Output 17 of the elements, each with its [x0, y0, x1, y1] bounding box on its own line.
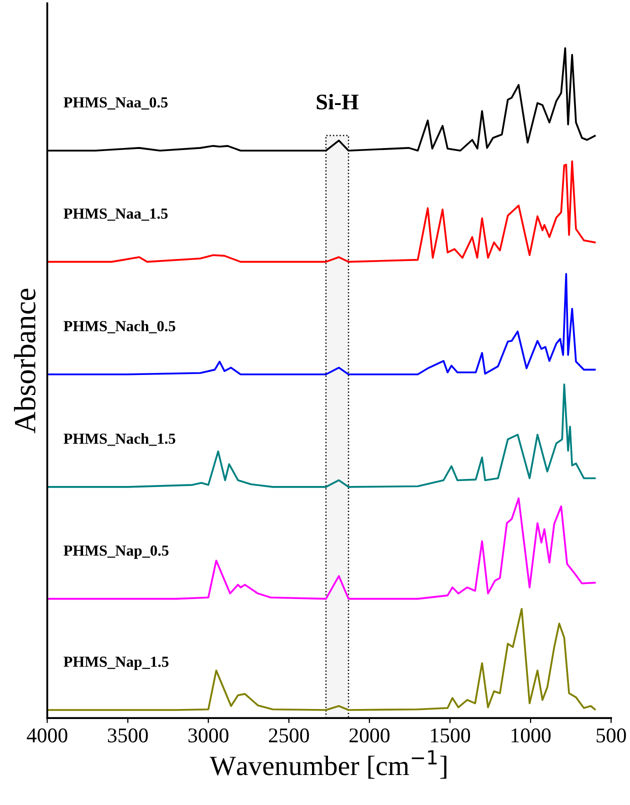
x-tick-label: 2500	[268, 728, 309, 742]
x-tick-label: 1500	[431, 728, 470, 742]
band-label: Si-H	[316, 94, 358, 110]
x-tick-label: 500	[596, 728, 626, 742]
x-tick-label: 3500	[108, 728, 148, 742]
text: PHMS_Nach_1.5	[64, 433, 176, 446]
x-tick-label: 4000	[26, 728, 68, 742]
text: PHMS_Nap_1.5	[64, 656, 168, 670]
x-axis-title: Wavenumber [cm$^{−1}$]	[210, 750, 446, 779]
x-tick-label: 2000	[350, 728, 390, 742]
text: PHMS_Naa_1.5	[64, 208, 168, 221]
y-axis-title: Absorbance	[14, 288, 36, 434]
x-tick-label: 1000	[512, 728, 551, 742]
x-tick-label: 3000	[188, 728, 228, 742]
text: PHMS_Nach_0.5	[64, 320, 176, 334]
text: PHMS_Naa_0.5	[64, 97, 168, 110]
text: PHMS_Nap_0.5	[64, 545, 168, 559]
